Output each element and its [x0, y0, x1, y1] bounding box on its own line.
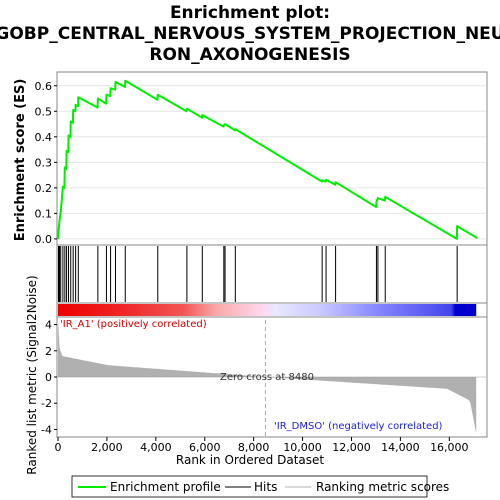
x-tick-label: 16,000	[430, 441, 469, 454]
metric-y-ticks: 4 2 0 -2 -4	[41, 319, 57, 436]
es-panel	[56, 71, 488, 246]
x-axis-label: Rank in Ordered Dataset	[176, 453, 324, 467]
legend-es-label: Enrichment profile	[110, 480, 221, 494]
metric-y-axis-label: Ranked list metric (Signal2Noise)	[25, 275, 39, 474]
enrichment-profile-line	[57, 79, 478, 240]
zero-cross-label: Zero cross at 8480	[220, 372, 314, 383]
x-tick-label: 4,000	[140, 441, 172, 454]
x-axis-ticks: 0 2,000 4,000 6,000 8,000 10,000 12,000 14,000 1…	[55, 437, 469, 454]
x-tick-label: 0	[55, 441, 62, 454]
es-y-axis-label: Enrichment score (ES)	[13, 79, 28, 242]
es-y-tick-label: 0.1	[35, 207, 53, 220]
chart-title-line-2: GOBP_CENTRAL_NERVOUS_SYSTEM_PROJECTION_N…	[0, 24, 500, 44]
x-tick-label: 12,000	[332, 441, 371, 454]
es-y-ticks: 0.0 0.1 0.2 0.3 0.4 0.5 0.6	[35, 80, 57, 246]
x-tick-label: 2,000	[91, 441, 123, 454]
legend: Enrichment profile Hits Ranking metric s…	[71, 475, 449, 498]
legend-hits-label: Hits	[254, 480, 277, 494]
chart-title-line-1: Enrichment plot:	[170, 3, 330, 23]
es-y-tick-label: 0.3	[35, 156, 53, 169]
x-tick-label: 6,000	[189, 441, 221, 454]
legend-metric-label: Ranking metric scores	[316, 480, 449, 494]
metric-y-tick-label: 0	[45, 371, 52, 384]
metric-y-tick-label: 2	[45, 345, 52, 358]
es-y-tick-label: 0.2	[35, 182, 53, 195]
es-y-tick-label: 0.5	[35, 105, 53, 118]
x-tick-label: 8,000	[238, 441, 270, 454]
hits-panel	[56, 244, 488, 304]
metric-y-tick-label: -2	[41, 397, 52, 410]
x-tick-label: 10,000	[283, 441, 322, 454]
hit-lines	[57, 246, 458, 302]
x-tick-label: 14,000	[381, 441, 420, 454]
negative-correlation-label: 'IR_DMSO' (negatively correlated)	[274, 421, 443, 432]
positive-correlation-label: 'IR_A1' (positively correlated)	[60, 319, 207, 330]
rank-color-bar	[58, 304, 477, 316]
es-y-tick-label: 0.4	[35, 131, 53, 144]
es-y-tick-label: 0.6	[35, 80, 53, 93]
metric-y-tick-label: 4	[45, 319, 52, 332]
metric-y-tick-label: -4	[41, 423, 52, 436]
chart-title-line-3: RON_AXONOGENESIS	[149, 45, 350, 65]
es-y-tick-label: 0.0	[35, 233, 53, 246]
